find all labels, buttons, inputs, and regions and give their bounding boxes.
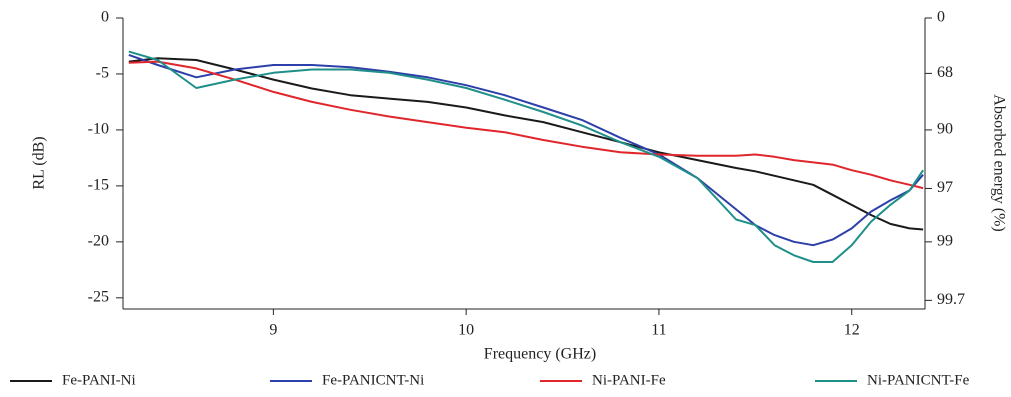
legend-label: Ni-PANICNT-Fe — [867, 372, 970, 388]
x-tick-label: 10 — [458, 322, 474, 339]
legend-label: Fe-PANI-Ni — [62, 372, 136, 388]
y-tick-label: -25 — [88, 288, 109, 305]
y-tick-label: 0 — [101, 9, 109, 26]
x-axis-title: Frequency (GHz) — [484, 346, 596, 363]
y2-axis-title: Absorbed energy (%) — [990, 94, 1007, 231]
y-tick-label: -20 — [88, 233, 109, 250]
y-tick-label: -5 — [96, 65, 109, 82]
y2-tick-label: 99 — [937, 233, 953, 250]
y2-tick-label: 97 — [937, 179, 953, 196]
y2-tick-label: 68 — [937, 64, 953, 81]
legend-label: Ni-PANI-Fe — [592, 372, 666, 388]
y-tick-label: -15 — [88, 177, 109, 194]
series-line — [128, 60, 924, 190]
x-tick-label: 12 — [844, 322, 860, 339]
series-line — [128, 53, 924, 247]
x-tick-label: 11 — [651, 322, 666, 339]
y2-tick-label: 90 — [937, 121, 953, 138]
series-line — [128, 50, 924, 263]
y-axis-title: RL (dB) — [31, 136, 48, 189]
y-tick-label: -10 — [88, 121, 109, 138]
legend-label: Fe-PANICNT-Ni — [322, 372, 424, 388]
x-tick-label: 9 — [269, 322, 277, 339]
y2-tick-label: 99.7 — [937, 291, 965, 308]
y2-tick-label: 0 — [937, 9, 945, 26]
